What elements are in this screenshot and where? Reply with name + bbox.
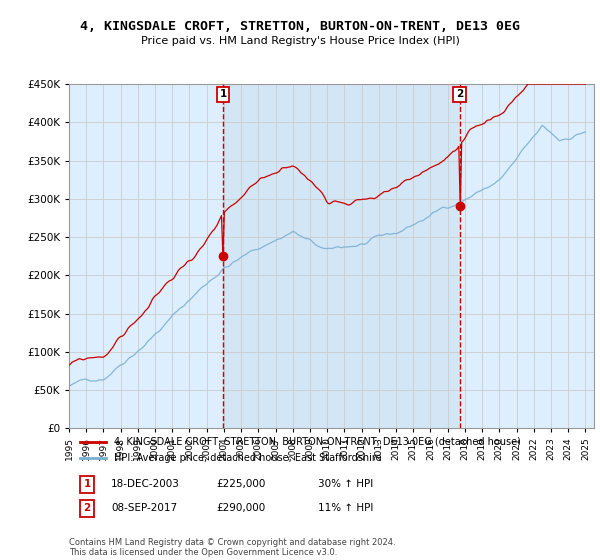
Bar bbox=[223, 84, 460, 428]
Text: 1: 1 bbox=[83, 479, 91, 489]
Text: 1: 1 bbox=[220, 89, 227, 99]
Text: £225,000: £225,000 bbox=[216, 479, 265, 489]
Text: 08-SEP-2017: 08-SEP-2017 bbox=[111, 503, 177, 514]
Text: 18-DEC-2003: 18-DEC-2003 bbox=[111, 479, 180, 489]
Text: £290,000: £290,000 bbox=[216, 503, 265, 514]
Text: 4, KINGSDALE CROFT, STRETTON, BURTON-ON-TRENT, DE13 0EG (detached house): 4, KINGSDALE CROFT, STRETTON, BURTON-ON-… bbox=[113, 437, 521, 446]
Text: HPI: Average price, detached house, East Staffordshire: HPI: Average price, detached house, East… bbox=[113, 453, 381, 463]
Text: 4, KINGSDALE CROFT, STRETTON, BURTON-ON-TRENT, DE13 0EG: 4, KINGSDALE CROFT, STRETTON, BURTON-ON-… bbox=[80, 20, 520, 32]
Text: 2: 2 bbox=[456, 89, 463, 99]
Text: 2: 2 bbox=[83, 503, 91, 514]
Text: Contains HM Land Registry data © Crown copyright and database right 2024.
This d: Contains HM Land Registry data © Crown c… bbox=[69, 538, 395, 557]
Text: Price paid vs. HM Land Registry's House Price Index (HPI): Price paid vs. HM Land Registry's House … bbox=[140, 36, 460, 46]
Text: 11% ↑ HPI: 11% ↑ HPI bbox=[318, 503, 373, 514]
Text: 30% ↑ HPI: 30% ↑ HPI bbox=[318, 479, 373, 489]
